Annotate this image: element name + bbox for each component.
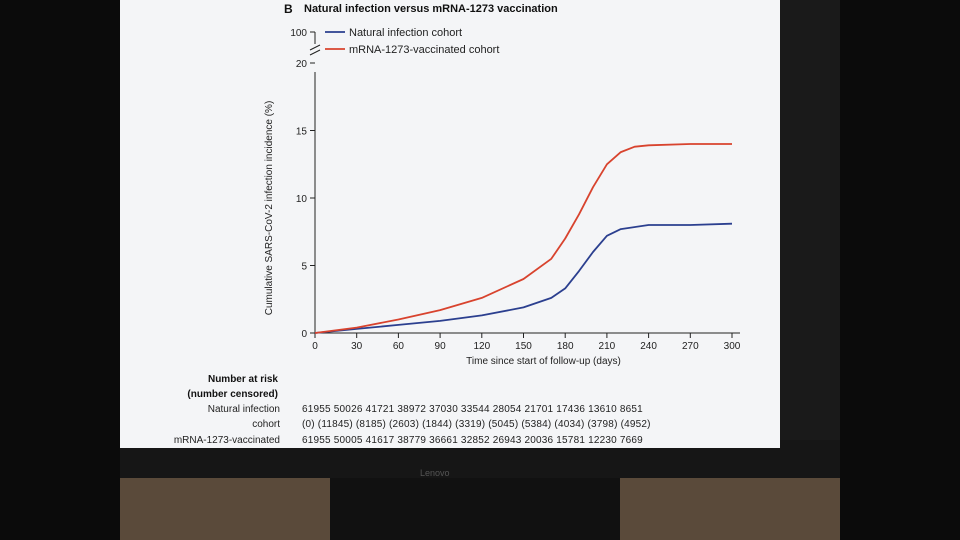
x-axis-label: Time since start of follow-up (days) [466,356,621,367]
panel-letter: B [284,2,293,16]
x-tick-label: 120 [473,341,490,352]
monitor-stand [330,478,620,540]
risk-row2-at-risk: 61955 50005 41617 38779 36661 32852 2694… [302,435,643,446]
risk-table-header: Number at risk [207,374,278,385]
series-line-2 [314,143,732,334]
x-tick-label: 240 [640,341,657,352]
screen: B Natural infection versus mRNA-1273 vac… [120,0,780,448]
y-tick-label-break: 100 [290,28,307,39]
y-tick-label: 10 [296,194,308,205]
y-tick-label: 5 [301,262,307,273]
y-tick-label: 0 [301,329,307,340]
x-tick-label: 30 [351,341,363,352]
x-tick-label: 180 [557,341,574,352]
x-tick-label: 300 [724,341,741,352]
y-axis-label: Cumulative SARS-CoV-2 infection incidenc… [264,101,275,316]
risk-row2-label: mRNA-1273-vaccinated [173,435,280,446]
y-tick-label: 15 [296,127,308,138]
x-tick-label: 270 [682,341,699,352]
risk-row1-censored: (0) (11845) (8185) (2603) (1844) (3319) … [302,419,651,430]
monitor-bezel-right [780,0,840,470]
risk-row1-at-risk: 61955 50026 41721 38972 37030 33544 2805… [302,404,643,415]
risk-row1-label: Natural infection [207,404,280,415]
x-tick-label: 90 [435,341,447,352]
risk-table-subheader: (number censored) [187,389,278,400]
risk-row1-label-cont: cohort [252,419,280,430]
chart-svg: 100 0 30 60 90 120 150 180 210 240 270 300 0 5 10 15 20 T… [264,27,741,367]
x-tick-label: 0 [312,341,318,352]
y-tick-label: 20 [296,59,308,70]
series-line-1 [314,222,733,334]
legend-label-2: mRNA-1273-vaccinated cohort [349,44,499,56]
monitor-brand-logo: Lenovo [420,468,450,478]
legend-label-1: Natural infection cohort [349,27,462,39]
axis-break-mark [309,44,321,51]
chart-title: Natural infection versus mRNA-1273 vacci… [304,3,558,15]
x-tick-label: 60 [393,341,405,352]
axis-break-mark [309,49,321,56]
x-tick-label: 150 [515,341,532,352]
x-tick-label: 210 [599,341,616,352]
